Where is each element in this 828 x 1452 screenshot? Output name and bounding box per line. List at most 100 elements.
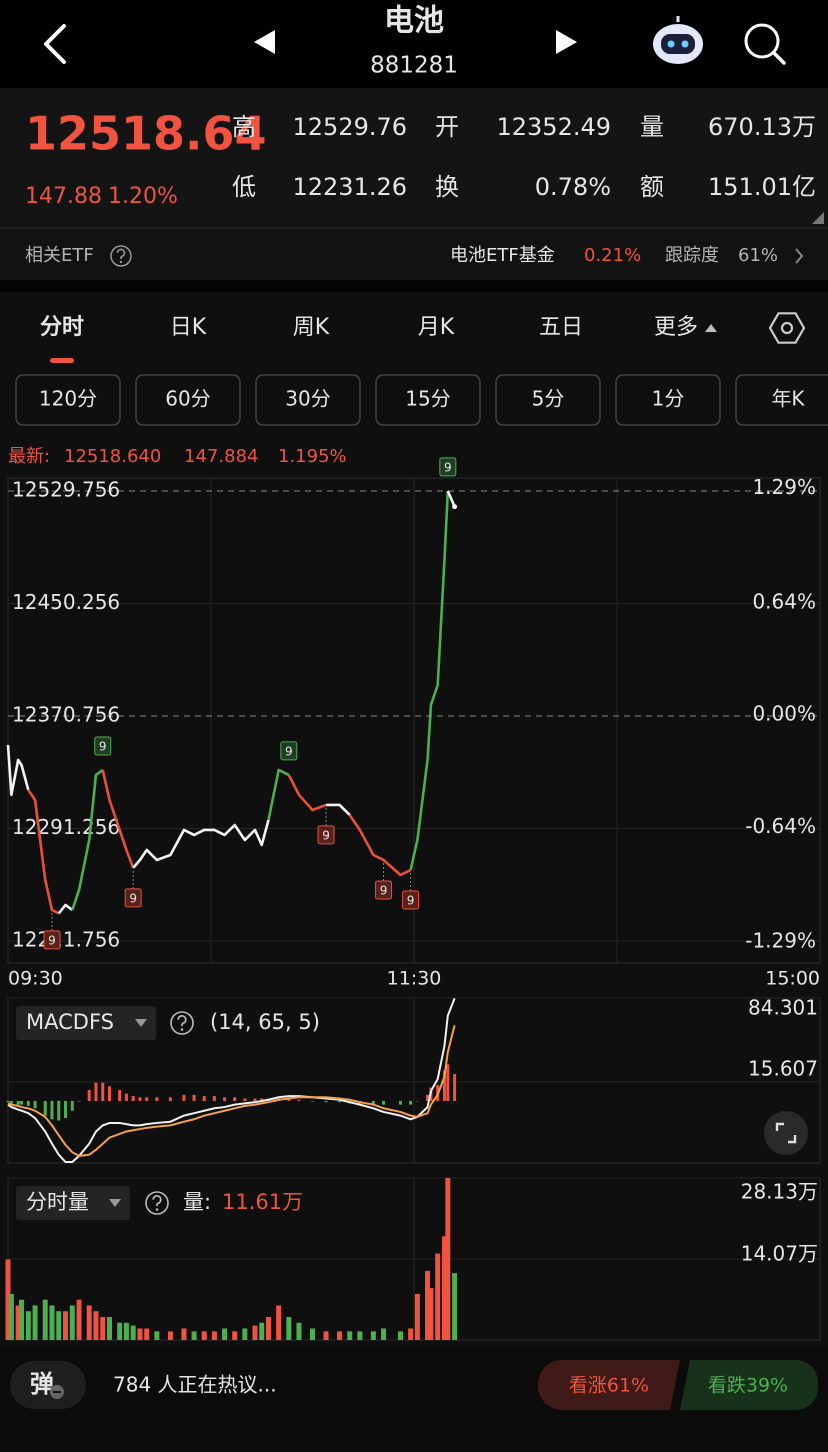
bar	[415, 1100, 419, 1102]
search-handle	[772, 51, 786, 65]
search-button[interactable]	[744, 23, 786, 65]
back-button[interactable]	[44, 24, 66, 64]
bar	[108, 1086, 111, 1101]
help-circle	[145, 1191, 169, 1215]
y2-tick-label: 0.64%	[752, 589, 816, 613]
bar	[56, 1311, 62, 1340]
bar	[63, 1311, 69, 1340]
bar	[107, 1316, 112, 1340]
price-line	[409, 490, 450, 871]
td-mark	[317, 825, 335, 845]
period-button[interactable]	[735, 374, 828, 426]
bear-text: 看跌39%	[708, 1375, 788, 1397]
bar	[338, 1100, 342, 1103]
bar	[138, 1097, 142, 1101]
period-button[interactable]	[375, 374, 481, 426]
td-mark	[439, 457, 457, 477]
td-mark	[375, 880, 393, 900]
y-tick-label: 15.607	[748, 1056, 818, 1080]
help-icon[interactable]	[145, 1191, 169, 1215]
bear-button[interactable]	[680, 1360, 818, 1410]
bar	[191, 1331, 197, 1340]
etf-row	[0, 228, 828, 280]
settings-button[interactable]	[768, 312, 806, 344]
price-line	[101, 769, 135, 869]
etf-change: 0.21%	[584, 245, 641, 266]
settings-core	[780, 321, 794, 335]
price-line	[57, 903, 74, 915]
bar	[5, 1259, 11, 1340]
period-label: 1分	[652, 387, 685, 411]
y-tick-label: 12370.756	[12, 702, 120, 726]
fullscreen-button[interactable]	[764, 1111, 808, 1155]
change-pct: 1.20%	[108, 184, 178, 209]
fullscreen-corner	[788, 1135, 797, 1144]
period-button[interactable]	[15, 374, 121, 426]
code: 881281	[370, 53, 458, 79]
discussion[interactable]: 784 人正在热议...	[113, 1373, 277, 1397]
td-label: 9	[322, 828, 330, 842]
bar	[77, 1100, 81, 1102]
tab[interactable]: 周K	[293, 315, 330, 340]
fullscreen-bg	[764, 1111, 808, 1155]
td-label: 9	[48, 933, 56, 947]
bar	[323, 1331, 329, 1340]
bar	[25, 1311, 31, 1340]
bar	[76, 1299, 82, 1340]
bar	[69, 1305, 75, 1340]
fullscreen-corner	[775, 1122, 784, 1131]
bar	[19, 1299, 25, 1340]
etf-name[interactable]: 电池ETF基金	[450, 245, 555, 266]
bull-button[interactable]	[537, 1359, 680, 1410]
bar	[42, 1299, 48, 1340]
y-tick-label: 28.13万	[741, 1180, 818, 1204]
stat-label: 低	[232, 173, 256, 201]
tab[interactable]: 日K	[170, 315, 207, 340]
settings-hex	[768, 312, 806, 344]
bar	[337, 1331, 343, 1340]
y2-tick-label: -1.29%	[745, 928, 816, 952]
period-label: 30分	[285, 387, 330, 411]
bar	[453, 1074, 457, 1101]
bar	[266, 1316, 272, 1340]
stat-value: 12352.49	[496, 113, 611, 141]
bar	[398, 1100, 402, 1105]
bar	[100, 1316, 106, 1340]
bar	[232, 1331, 238, 1340]
tab[interactable]: 更多	[654, 315, 698, 340]
assistant-icon[interactable]	[653, 16, 703, 64]
tracking-label: 跟踪度	[665, 245, 719, 266]
next-button[interactable]	[556, 30, 577, 54]
period-button[interactable]	[615, 374, 721, 426]
period-button[interactable]	[135, 374, 241, 426]
help-circle	[170, 1011, 194, 1035]
bar	[357, 1331, 363, 1340]
volume-select[interactable]	[16, 1186, 130, 1220]
change: 147.88	[25, 184, 102, 209]
stat-value: 670.13万	[708, 113, 816, 141]
stat-value: 151.01亿	[708, 173, 816, 201]
prev-button[interactable]	[254, 30, 275, 54]
bar	[223, 1097, 227, 1101]
danmu-button[interactable]	[10, 1361, 86, 1409]
bar	[167, 1331, 173, 1340]
tab[interactable]: 分时	[40, 315, 84, 340]
help-icon[interactable]	[170, 1011, 194, 1035]
bar	[442, 1070, 446, 1101]
tab[interactable]: 五日	[539, 315, 583, 340]
bar	[15, 1305, 21, 1340]
stat-label: 高	[232, 113, 256, 141]
indicator-select[interactable]	[16, 1006, 156, 1040]
price-line	[27, 789, 60, 915]
chevron[interactable]	[795, 248, 804, 264]
danmu-text: 弹	[30, 1370, 54, 1398]
latest-price: 12518.640	[64, 446, 161, 467]
dropdown-arrow	[109, 1199, 121, 1207]
period-button[interactable]	[255, 374, 361, 426]
td-mark	[402, 890, 420, 910]
tab[interactable]: 月K	[418, 315, 455, 340]
period-button[interactable]	[495, 374, 601, 426]
last-price: 12518.64	[25, 107, 267, 161]
help-icon[interactable]	[110, 245, 132, 267]
bar	[435, 1253, 441, 1340]
